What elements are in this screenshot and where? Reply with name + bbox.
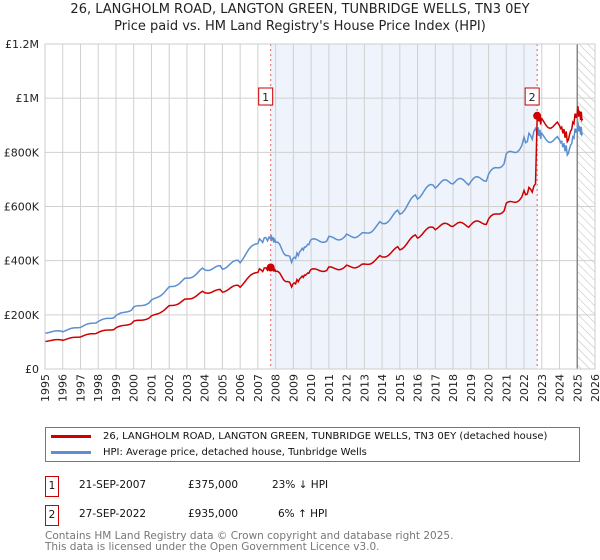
x-tick-label: 2023 xyxy=(536,374,549,402)
sale-marker-badge: 1 xyxy=(45,476,59,497)
x-tick-label: 2010 xyxy=(305,374,318,402)
x-tick-label: 2014 xyxy=(376,374,389,402)
price-chart: 1995 1996 1997 1998 1999 2000 2001 2002 2003 2004… xyxy=(4,38,600,402)
legend-property-label: 26, LANGHOLM ROAD, LANGTON GREEN, TUNBRI… xyxy=(103,431,548,442)
x-tick-label: 2012 xyxy=(341,374,354,402)
y-tick-label: £800K xyxy=(4,146,40,159)
sale-marker-badge: 2 xyxy=(45,505,59,526)
footer-copyright: Contains HM Land Registry data © Crown c… xyxy=(45,530,454,542)
hpi-line xyxy=(44,121,584,334)
x-tick-label: 2021 xyxy=(500,374,513,402)
legend-hpi-swatch xyxy=(51,451,91,454)
x-tick-label: 2017 xyxy=(429,374,442,402)
x-tick-label: 1999 xyxy=(110,374,123,402)
y-tick-label: £0 xyxy=(25,363,39,376)
sale-date: 27-SEP-2022 xyxy=(79,508,147,520)
x-tick-label: 2019 xyxy=(465,374,478,402)
sale-hpi-diff: 23% ↓ HPI xyxy=(272,479,329,491)
x-tick-label: 2022 xyxy=(518,374,531,402)
sale-marker-label: 1 xyxy=(262,91,269,104)
legend: 26, LANGHOLM ROAD, LANGTON GREEN, TUNBRI… xyxy=(45,427,580,462)
footer: Contains HM Land Registry data © Crown c… xyxy=(45,531,453,553)
sale-price: £375,000 xyxy=(188,479,239,491)
x-tick-label: 2015 xyxy=(394,374,407,402)
chart-title: 26, LANGHOLM ROAD, LANGTON GREEN, TUNBRI… xyxy=(70,2,530,17)
sale-point xyxy=(533,111,542,120)
x-tick-label: 2018 xyxy=(447,374,460,402)
y-tick-label: £1M xyxy=(16,92,40,105)
x-tick-label: 2024 xyxy=(554,374,567,402)
x-tick-label: 1996 xyxy=(57,374,70,402)
y-tick-label: £200K xyxy=(4,309,40,322)
property-price-line xyxy=(44,106,584,343)
y-tick-label: £1.2M xyxy=(5,38,39,51)
footer-licence: This data is licensed under the Open Gov… xyxy=(45,541,380,553)
sale-marker-label: 2 xyxy=(529,91,536,104)
x-tick-label: 2013 xyxy=(358,374,371,402)
legend-hpi-label: HPI: Average price, detached house, Tunb… xyxy=(103,447,367,458)
x-tick-label: 2006 xyxy=(234,374,247,402)
sale-row-2: 2 27-SEP-2022 £935,000 6% ↑ HPI xyxy=(45,505,445,526)
x-tick-label: 2000 xyxy=(128,374,141,402)
x-tick-label: 2016 xyxy=(412,374,425,402)
x-tick-label: 2002 xyxy=(163,374,176,402)
x-tick-label: 2007 xyxy=(252,374,265,402)
y-tick-label: £600K xyxy=(4,201,40,214)
sale-point xyxy=(266,263,275,272)
x-tick-label: 1995 xyxy=(39,374,52,402)
x-tick-label: 1998 xyxy=(92,374,105,402)
x-tick-label: 2001 xyxy=(145,374,158,402)
sale-price: £935,000 xyxy=(188,508,239,520)
x-tick-label: 2004 xyxy=(199,374,212,402)
sale-date: 21-SEP-2007 xyxy=(79,479,147,491)
x-tick-label: 2025 xyxy=(571,374,584,402)
x-tick-label: 2009 xyxy=(287,374,300,402)
sale-marker-box xyxy=(524,87,540,106)
x-tick-label: 2020 xyxy=(483,374,496,402)
x-tick-label: 2003 xyxy=(181,374,194,402)
x-tick-label: 2008 xyxy=(270,374,283,402)
x-tick-label: 1997 xyxy=(74,374,87,402)
plot-border xyxy=(44,43,596,370)
chart-subtitle: Price paid vs. HM Land Registry's House … xyxy=(114,19,486,34)
x-tick-label: 2005 xyxy=(216,374,229,402)
legend-property-swatch xyxy=(51,435,91,438)
sale-hpi-diff: 6% ↑ HPI xyxy=(278,508,328,520)
sale-marker-box xyxy=(258,87,274,106)
y-tick-label: £400K xyxy=(4,255,40,268)
sale-row-1: 1 21-SEP-2007 £375,000 23% ↓ HPI xyxy=(45,476,445,497)
x-tick-label: 2011 xyxy=(323,374,336,402)
x-tick-label: 2026 xyxy=(589,374,600,402)
